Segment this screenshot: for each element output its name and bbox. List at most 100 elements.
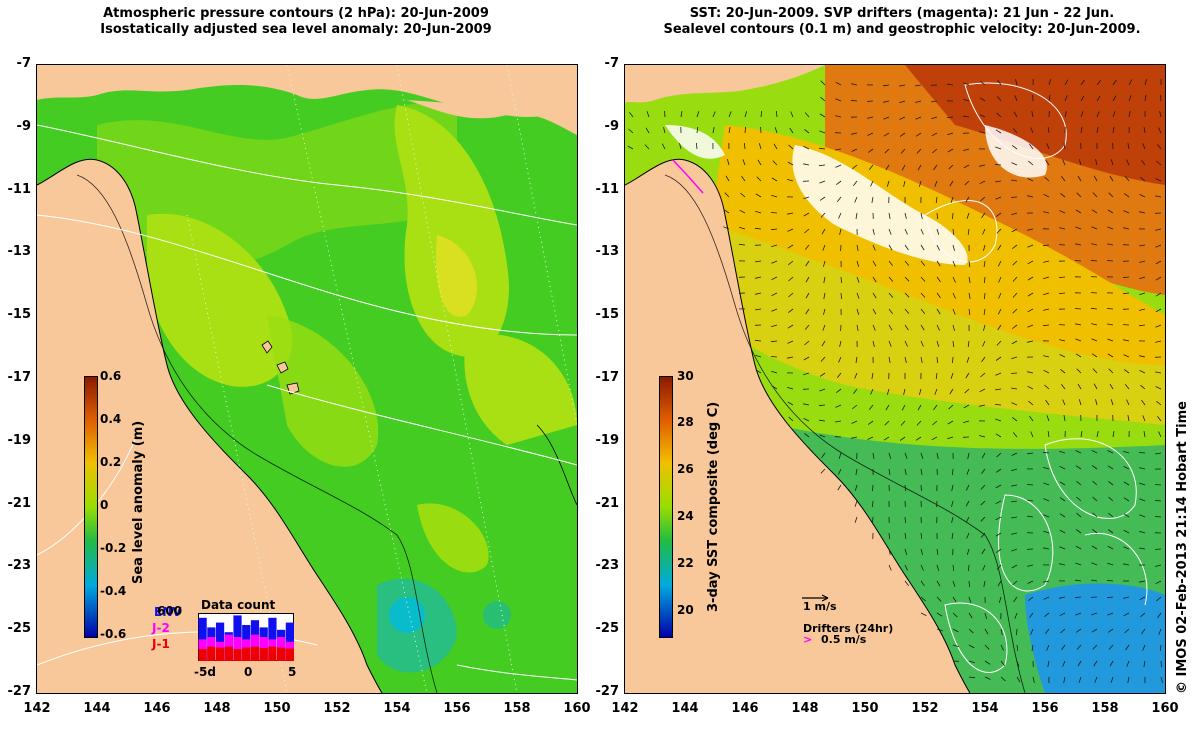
velocity-arrow <box>950 372 954 379</box>
velocity-arrow <box>774 127 778 134</box>
velocity-arrow <box>882 84 890 87</box>
velocity-arrow <box>1043 467 1050 470</box>
velocity-arrow <box>820 212 826 218</box>
velocity-arrow <box>1043 369 1050 374</box>
velocity-arrow <box>1157 612 1162 619</box>
velocity-arrow <box>787 161 794 166</box>
velocity-arrow <box>1075 450 1082 454</box>
velocity-arrow <box>818 404 826 407</box>
velocity-arrow <box>996 452 1002 458</box>
velocity-arrow <box>1000 660 1006 666</box>
velocity-arrow <box>1122 292 1130 295</box>
velocity-arrow <box>1059 450 1066 454</box>
velocity-arrow <box>856 292 860 299</box>
velocity-arrow <box>854 484 858 491</box>
velocity-arrow <box>965 196 970 203</box>
velocity-arrow <box>803 356 810 361</box>
velocity-arrow <box>787 212 794 215</box>
velocity-arrow <box>980 80 986 86</box>
velocity-arrow <box>995 484 1002 489</box>
velocity-arrow <box>888 260 893 267</box>
velocity-arrow <box>872 244 876 251</box>
velocity-arrow <box>872 292 877 299</box>
velocity-arrow <box>805 308 810 315</box>
velocity-arrow <box>920 356 923 363</box>
velocity-arrow <box>968 292 971 299</box>
left-lat-tick: -19 <box>7 432 32 448</box>
velocity-arrow <box>1139 370 1146 374</box>
left-lon-tick: 150 <box>263 701 291 716</box>
velocity-arrow <box>628 128 634 134</box>
velocity-arrow <box>981 548 986 555</box>
velocity-arrow <box>904 516 906 524</box>
velocity-arrow <box>1080 79 1085 86</box>
velocity-arrow <box>1044 384 1050 390</box>
velocity-arrow <box>1077 660 1082 667</box>
velocity-arrow <box>1091 465 1098 470</box>
velocity-arrow <box>1059 210 1066 214</box>
velocity-arrow <box>1044 628 1050 635</box>
velocity-arrow <box>771 308 778 312</box>
drifter-speed-label: 0.5 m/s <box>821 633 867 646</box>
velocity-arrow <box>920 548 923 555</box>
right-lat-tick: -25 <box>595 621 620 637</box>
velocity-arrow <box>1045 159 1050 166</box>
velocity-arrow <box>968 644 975 649</box>
velocity-arrow <box>1140 176 1146 182</box>
velocity-arrow <box>1059 563 1066 566</box>
velocity-arrow <box>1139 514 1146 518</box>
velocity-arrow <box>981 212 986 219</box>
right-lat-tick: -15 <box>595 307 620 323</box>
velocity-arrow <box>1080 111 1084 118</box>
data-count-bar <box>198 617 207 661</box>
velocity-arrow <box>1109 175 1114 182</box>
velocity-arrow <box>920 468 923 475</box>
velocity-arrow <box>818 164 826 167</box>
velocity-arrow <box>856 308 860 315</box>
drifter-arrow-icon: > <box>803 633 813 646</box>
velocity-arrow <box>867 420 874 425</box>
velocity-arrow <box>1080 95 1085 102</box>
left-lon-tick: 158 <box>503 701 531 716</box>
velocity-arrow <box>855 212 858 219</box>
velocity-arrow <box>1016 676 1021 683</box>
velocity-arrow <box>963 115 970 118</box>
velocity-arrow <box>981 452 986 459</box>
velocity-arrow <box>980 500 986 506</box>
velocity-arrow <box>1155 386 1162 390</box>
velocity-arrow <box>1108 496 1114 502</box>
velocity-arrow <box>1110 399 1114 406</box>
velocity-arrow <box>920 276 926 282</box>
velocity-arrow <box>1059 465 1066 470</box>
velocity-arrow <box>712 127 715 134</box>
velocity-arrow <box>851 132 858 135</box>
velocity-arrow <box>883 100 890 103</box>
velocity-arrow <box>936 292 941 299</box>
velocity-arrow <box>997 260 1002 267</box>
velocity-arrow <box>1028 400 1034 406</box>
velocity-arrow <box>872 260 877 267</box>
overlap-label: 600 <box>157 604 183 618</box>
velocity-arrow <box>1027 276 1034 281</box>
velocity-arrow <box>915 116 922 120</box>
velocity-arrow <box>1123 596 1130 599</box>
velocity-arrow <box>995 356 1002 361</box>
velocity-arrow <box>1075 226 1082 230</box>
velocity-arrow <box>952 356 954 364</box>
velocity-arrow <box>1158 628 1162 635</box>
velocity-arrow <box>866 100 874 102</box>
velocity-arrow <box>966 356 970 363</box>
velocity-arrow <box>819 113 826 118</box>
velocity-arrow <box>1076 512 1082 518</box>
right-lon-tick: 154 <box>971 701 999 716</box>
data-count-bar <box>198 649 207 661</box>
velocity-arrow <box>1076 480 1082 486</box>
velocity-arrow <box>851 420 858 424</box>
velocity-arrow <box>1091 628 1098 633</box>
velocity-arrow <box>1047 431 1050 438</box>
velocity-arrow <box>934 180 938 187</box>
velocity-arrow <box>1154 516 1162 518</box>
velocity-arrow <box>1095 159 1098 166</box>
velocity-arrow <box>931 436 938 441</box>
velocity-arrow <box>1011 484 1018 487</box>
